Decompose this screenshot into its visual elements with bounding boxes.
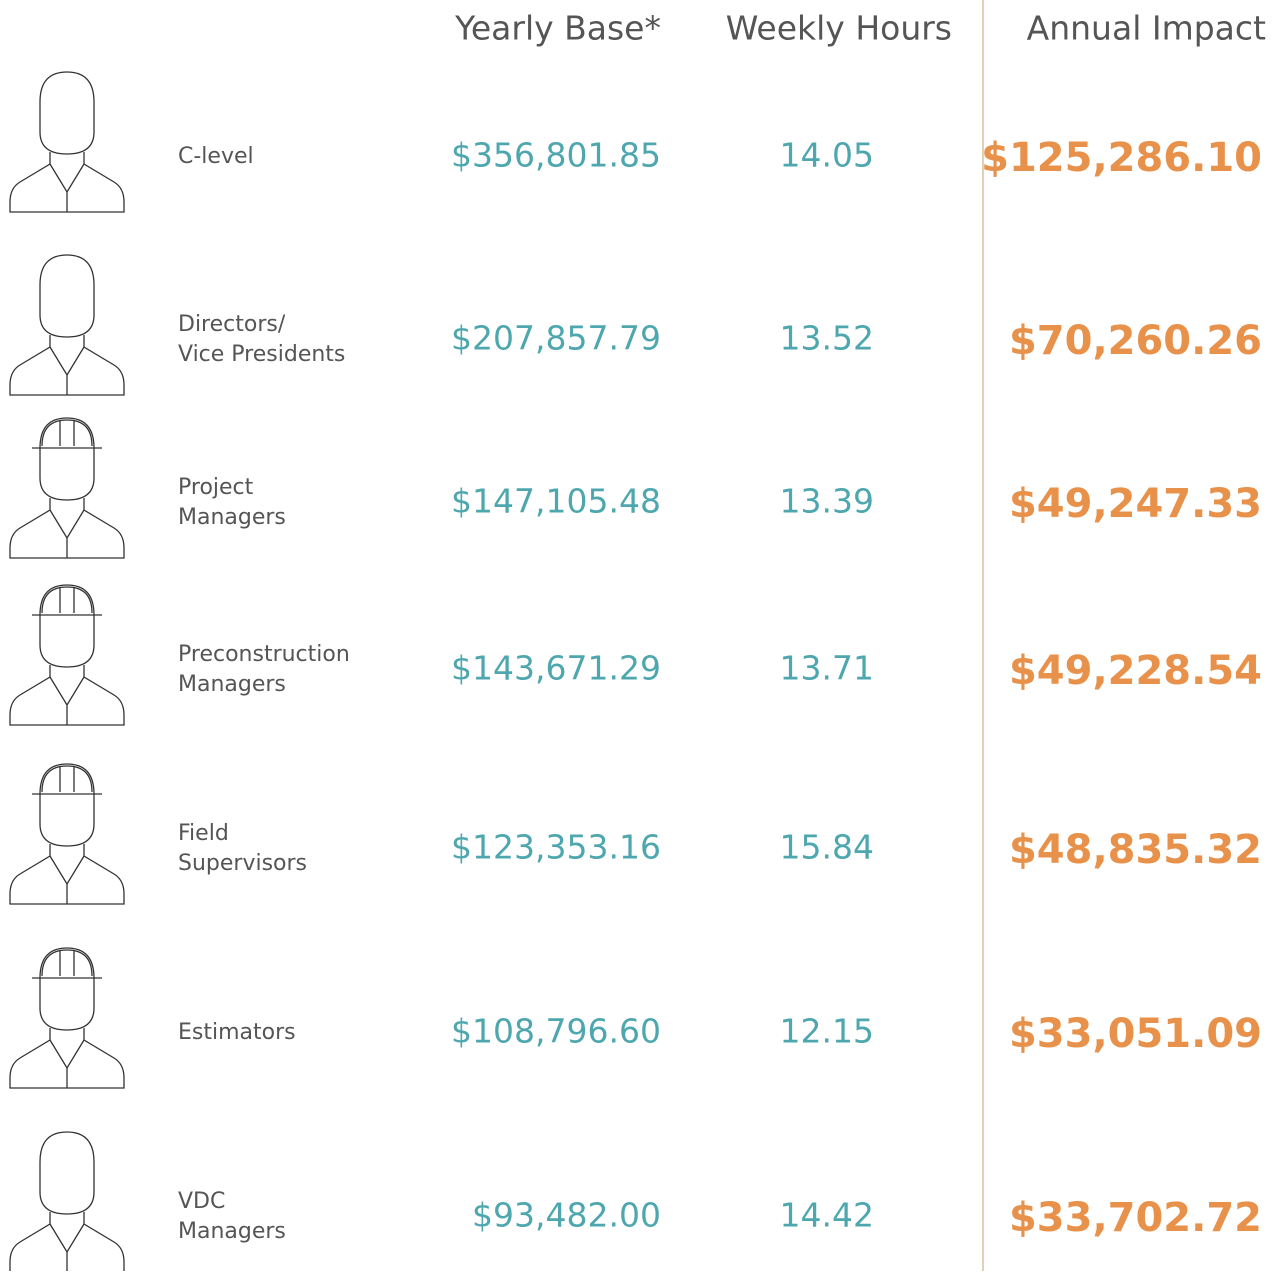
annual-impact: $33,702.72: [1009, 1195, 1262, 1241]
yearly-base: $356,801.85: [451, 136, 661, 175]
yearly-base: $123,353.16: [451, 828, 661, 867]
role-label: Managers: [178, 672, 286, 697]
annual-impact: $70,260.26: [1009, 318, 1262, 364]
role-label: C-level: [178, 144, 254, 169]
yearly-base: $207,857.79: [451, 319, 661, 358]
role-icon: [9, 584, 125, 726]
role-label: Estimators: [178, 1020, 296, 1045]
role-icon: [9, 254, 125, 396]
header-weekly: Weekly Hours: [726, 9, 952, 48]
role-icon: [9, 71, 125, 213]
annual-impact: $49,247.33: [1009, 481, 1262, 527]
weekly-hours: 15.84: [780, 828, 874, 867]
yearly-base: $147,105.48: [451, 482, 661, 521]
role-label: VDC: [178, 1189, 225, 1214]
role-label: Managers: [178, 1219, 286, 1244]
role-label: Preconstruction: [178, 642, 350, 667]
role-icon: [9, 763, 125, 905]
role-icon: [9, 1131, 125, 1273]
role-label: Project: [178, 475, 254, 500]
weekly-hours: 14.05: [780, 136, 874, 175]
weekly-hours: 13.71: [780, 649, 874, 688]
annual-impact: $125,286.10: [981, 135, 1262, 181]
yearly-base: $143,671.29: [451, 649, 661, 688]
weekly-hours: 14.42: [780, 1196, 874, 1235]
yearly-base: $108,796.60: [451, 1012, 661, 1051]
annual-impact: $33,051.09: [1009, 1011, 1262, 1057]
weekly-hours: 13.52: [780, 319, 874, 358]
role-icon: [9, 417, 125, 559]
role-icon: [9, 947, 125, 1089]
header-yearly: Yearly Base*: [454, 9, 661, 48]
role-label: Field: [178, 821, 229, 846]
role-label: Directors/: [178, 312, 286, 337]
role-label: Vice Presidents: [178, 342, 345, 367]
weekly-hours: 13.39: [780, 482, 874, 521]
annual-impact: $49,228.54: [1009, 648, 1262, 694]
header-impact: Annual Impact: [1027, 9, 1266, 48]
role-label: Supervisors: [178, 851, 307, 876]
weekly-hours: 12.15: [780, 1012, 874, 1051]
annual-impact: $48,835.32: [1009, 827, 1262, 873]
role-label: Managers: [178, 505, 286, 530]
yearly-base: $93,482.00: [472, 1196, 661, 1235]
